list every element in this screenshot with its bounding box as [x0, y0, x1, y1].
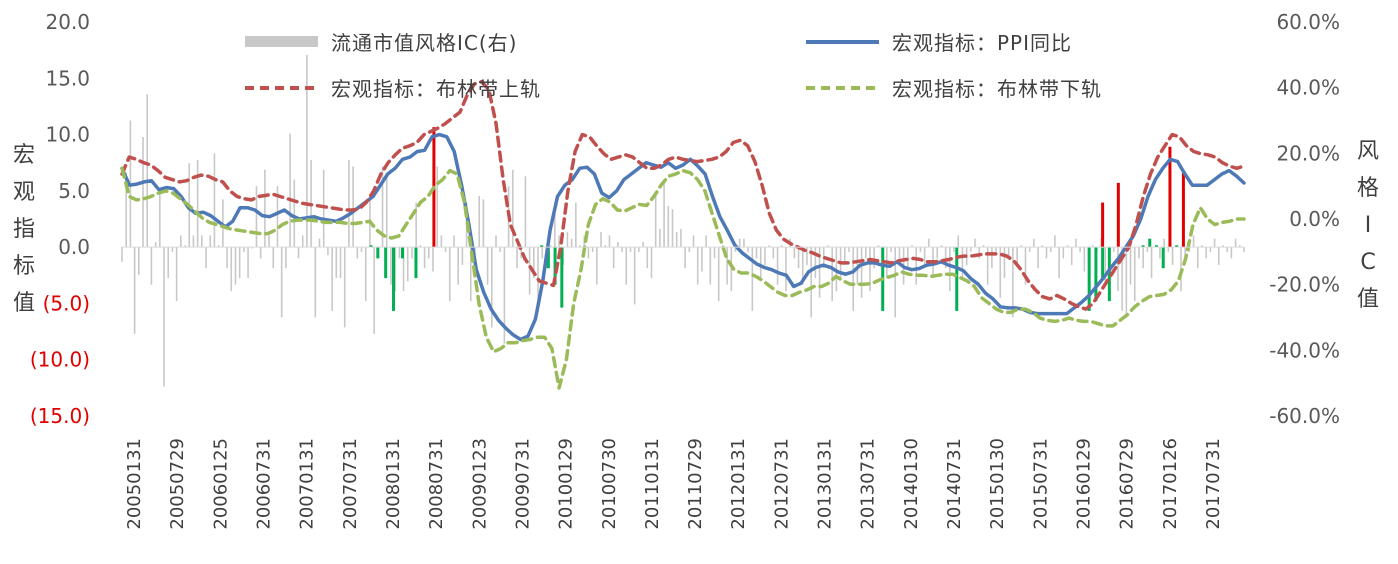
- left-tick-label: 10.0: [45, 123, 90, 147]
- x-tick-label: 20170731: [1203, 438, 1224, 530]
- axis-title-char: 观: [13, 180, 35, 205]
- legend-item: 宏观指标：PPI同比: [806, 31, 1072, 55]
- axis-title-char: 指: [13, 217, 35, 242]
- x-tick-label: 20150731: [1030, 438, 1051, 530]
- legend-item: 流通市值风格IC(右): [245, 31, 517, 55]
- left-tick-label: 15.0: [45, 66, 90, 90]
- left-axis-ticks: 20.0 15.0 10.0 5.0 0.0 (5.0) (10.0) (15.0): [30, 10, 90, 428]
- legend-label: 流通市值风格IC(右): [331, 31, 517, 55]
- legend-item: 宏观指标：布林带上轨: [245, 77, 541, 101]
- axis-title-char: 宏: [13, 143, 35, 168]
- legend-swatch-bar: [245, 36, 318, 47]
- left-tick-label: 20.0: [45, 10, 90, 34]
- left-tick-label: (10.0): [30, 348, 90, 372]
- left-tick-label: 5.0: [58, 179, 90, 203]
- ic-signal-bars: [369, 127, 1185, 311]
- left-tick-label: (5.0): [43, 291, 90, 315]
- line-ppi: [120, 132, 1246, 342]
- x-tick-label: 20160129: [1074, 438, 1095, 530]
- right-tick-label: -20.0%: [1269, 273, 1340, 297]
- right-axis-ticks: 60.0% 40.0% 20.0% 0.0% -20.0% -40.0% -60.0%: [1269, 10, 1340, 428]
- left-tick-label: 0.0: [58, 235, 90, 259]
- axis-title-char: C: [1360, 250, 1375, 275]
- axis-title-char: 值: [1357, 287, 1379, 312]
- x-tick-label: 20090731: [512, 438, 533, 530]
- right-tick-label: 40.0%: [1276, 76, 1340, 100]
- x-axis-ticks: 20050131 20050729 20060125 20060731 20070131…: [124, 438, 1224, 530]
- line-bollinger-upper: [120, 79, 1246, 311]
- legend-label: 宏观指标：布林带下轨: [892, 77, 1102, 101]
- axis-title-char: 格: [1357, 176, 1379, 201]
- x-tick-label: 20150130: [987, 438, 1008, 530]
- x-tick-label: 20110729: [685, 438, 706, 530]
- right-tick-label: 60.0%: [1276, 10, 1340, 34]
- x-tick-label: 20050131: [124, 438, 145, 530]
- axis-title-char: I: [1365, 213, 1372, 238]
- right-tick-label: 0.0%: [1289, 207, 1340, 231]
- legend-label: 宏观指标：布林带上轨: [331, 77, 541, 101]
- x-tick-label: 20080731: [426, 438, 447, 530]
- x-tick-label: 20100129: [556, 438, 577, 530]
- x-tick-label: 20140130: [901, 438, 922, 530]
- x-tick-label: 20140731: [944, 438, 965, 530]
- legend-label: 宏观指标：PPI同比: [892, 31, 1072, 55]
- x-tick-label: 20050729: [167, 438, 188, 530]
- x-tick-label: 20130131: [815, 438, 836, 530]
- x-tick-label: 20070731: [340, 438, 361, 530]
- x-tick-label: 20060125: [210, 438, 231, 530]
- axis-title-char: 风: [1357, 139, 1379, 164]
- line-bollinger-lower: [120, 166, 1246, 390]
- x-tick-label: 20120131: [728, 438, 749, 530]
- x-tick-label: 20060731: [253, 438, 274, 530]
- x-tick-label: 20110131: [642, 438, 663, 530]
- x-tick-label: 20130731: [858, 438, 879, 530]
- axis-title-char: 值: [13, 291, 35, 316]
- right-tick-label: 20.0%: [1276, 141, 1340, 165]
- left-tick-label: (15.0): [30, 404, 90, 428]
- right-tick-label: -60.0%: [1269, 404, 1340, 428]
- legend-item: 宏观指标：布林带下轨: [806, 77, 1102, 101]
- right-tick-label: -40.0%: [1269, 338, 1340, 362]
- axis-title-char: 标: [13, 254, 35, 279]
- x-tick-label: 20080131: [383, 438, 404, 530]
- x-tick-label: 20090123: [469, 438, 490, 530]
- ic-bar-series: [121, 54, 1245, 387]
- x-tick-label: 20070131: [297, 438, 318, 530]
- x-tick-label: 20100730: [599, 438, 620, 530]
- x-tick-label: 20160729: [1117, 438, 1138, 530]
- x-tick-label: 20120731: [771, 438, 792, 530]
- line-series: [120, 79, 1246, 390]
- x-tick-label: 20170126: [1160, 438, 1181, 530]
